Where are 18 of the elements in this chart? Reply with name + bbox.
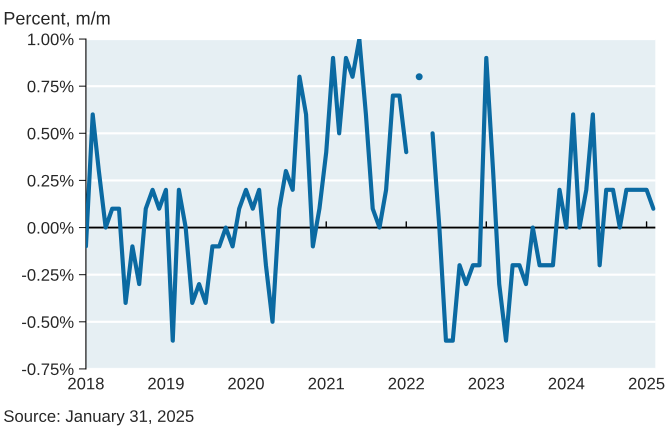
y-tick-label: -0.75% [22,363,74,376]
x-tick-label: 2018 [68,378,104,390]
y-tick-label: -0.50% [22,316,74,328]
y-tick-label: 0.25% [28,174,74,187]
y-tick-label: 0.00% [28,222,74,234]
x-tick-label: 2024 [548,378,584,390]
y-tick-label: 0.75% [28,80,74,92]
y-axis-title: Percent, m/m [4,11,110,27]
y-tick-label: 0.50% [28,128,74,140]
y-tick-label: -0.25% [22,269,74,281]
x-tick-label: 2023 [468,378,504,390]
y-tick-label: 1.00% [28,33,74,46]
source-note: Source: January 31, 2025 [4,410,194,426]
x-tick-label: 2020 [228,378,264,390]
x-tick-label: 2019 [148,378,184,390]
x-tick-label: 2021 [308,378,344,390]
x-tick-label: 2025 [628,378,664,390]
x-tick-label: 2022 [388,378,424,390]
